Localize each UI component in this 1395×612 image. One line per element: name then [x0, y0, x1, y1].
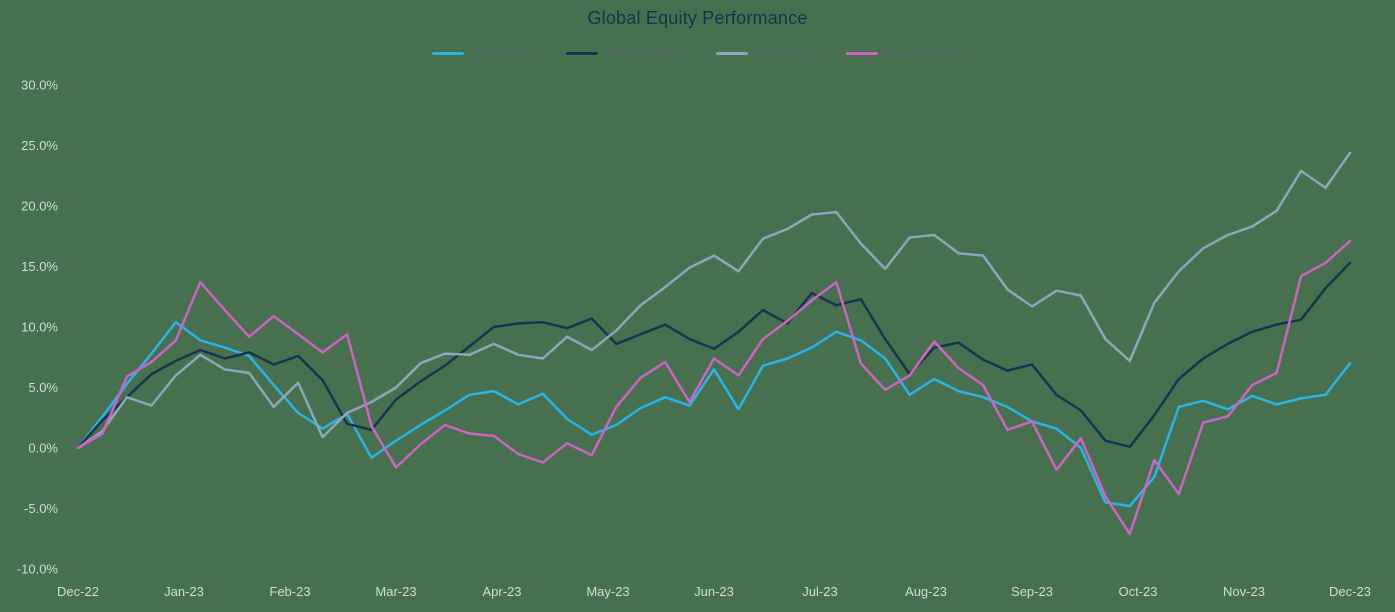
series-line-russell-2000 — [76, 239, 1352, 536]
y-axis-tick-label: 0.0% — [28, 441, 58, 456]
x-axis-tick-label: Jan-23 — [164, 584, 204, 599]
legend-item-russell-2000: Russell 2000 — [846, 46, 963, 61]
y-axis-tick-label: 20.0% — [21, 199, 58, 214]
legend-item-msci-em: MSCI EM — [431, 46, 529, 61]
x-axis-tick-label: May-23 — [586, 584, 629, 599]
y-axis-tick-label: 30.0% — [21, 78, 58, 93]
x-axis-tick-label: Dec-23 — [1329, 584, 1371, 599]
x-axis-tick-label: Aug-23 — [905, 584, 947, 599]
legend-swatch — [716, 52, 749, 55]
series-line-msci-eafe — [76, 261, 1352, 450]
x-axis-tick-label: Nov-23 — [1223, 584, 1265, 599]
legend-swatch — [846, 52, 879, 55]
x-axis-tick-label: Feb-23 — [269, 584, 310, 599]
x-axis-tick-label: Dec-22 — [57, 584, 99, 599]
legend-swatch — [431, 52, 464, 55]
y-axis-tick-label: 15.0% — [21, 259, 58, 274]
legend-label: Russell 2000 — [885, 46, 964, 61]
x-axis-tick-label: Jul-23 — [802, 584, 837, 599]
legend: MSCI EM MSCI EAFE S&P 500 Russell 2000 — [0, 46, 1395, 61]
series-line-s-p-500 — [76, 151, 1352, 450]
y-axis-tick-label: -5.0% — [24, 501, 58, 516]
x-axis-tick-label: Jun-23 — [694, 584, 734, 599]
legend-swatch — [566, 52, 599, 55]
legend-label: MSCI EM — [470, 46, 529, 61]
y-axis-tick-label: 5.0% — [28, 380, 58, 395]
legend-label: MSCI EAFE — [605, 46, 679, 61]
series-line-msci-em — [76, 320, 1352, 508]
x-axis-tick-label: Oct-23 — [1118, 584, 1157, 599]
y-axis-tick-label: 10.0% — [21, 320, 58, 335]
y-axis-tick-label: 25.0% — [21, 138, 58, 153]
y-axis-tick-label: -10.0% — [17, 562, 59, 577]
x-axis-tick-label: Apr-23 — [482, 584, 521, 599]
legend-item-msci-eafe: MSCI EAFE — [566, 46, 678, 61]
x-axis-tick-label: Mar-23 — [375, 584, 416, 599]
x-axis-tick-label: Sep-23 — [1011, 584, 1053, 599]
legend-item-s-p-500: S&P 500 — [716, 46, 808, 61]
legend-label: S&P 500 — [755, 46, 809, 61]
chart-title: Global Equity Performance — [587, 8, 808, 28]
